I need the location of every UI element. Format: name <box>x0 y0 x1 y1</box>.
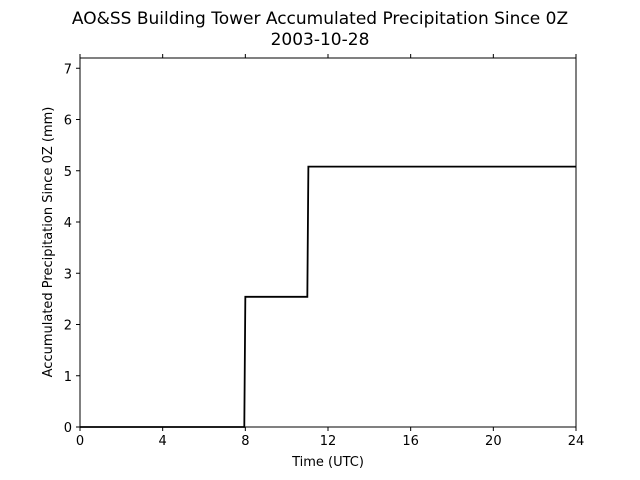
y-tick-label: 6 <box>64 114 72 129</box>
x-axis-ticks: 0 4 8 12 16 20 24 <box>76 54 584 449</box>
x-tick-label: 0 <box>76 434 84 449</box>
x-tick-label: 16 <box>402 434 419 449</box>
y-tick-label: 3 <box>64 267 72 282</box>
x-tick-label: 4 <box>159 434 167 449</box>
y-tick-label: 0 <box>64 421 72 436</box>
x-tick-label: 8 <box>241 434 249 449</box>
x-axis-label: Time (UTC) <box>291 455 364 470</box>
y-tick-label: 1 <box>64 370 72 385</box>
y-tick-label: 2 <box>64 319 72 334</box>
x-tick-label: 24 <box>568 434 585 449</box>
y-tick-label: 5 <box>64 165 72 180</box>
x-tick-label: 12 <box>320 434 337 449</box>
chart-title: AO&SS Building Tower Accumulated Precipi… <box>72 9 568 29</box>
chart-subtitle: 2003-10-28 <box>271 30 370 50</box>
plot-area-frame <box>79 57 577 428</box>
series-layer <box>80 165 576 428</box>
y-tick-label: 4 <box>64 216 72 231</box>
y-axis-label: Accumulated Precipitation Since 0Z (mm) <box>41 107 56 378</box>
x-tick-label: 20 <box>485 434 502 449</box>
series-line <box>80 165 576 428</box>
y-axis-ticks: 0 1 2 3 4 5 6 7 <box>64 62 80 436</box>
y-tick-label: 7 <box>64 62 72 77</box>
